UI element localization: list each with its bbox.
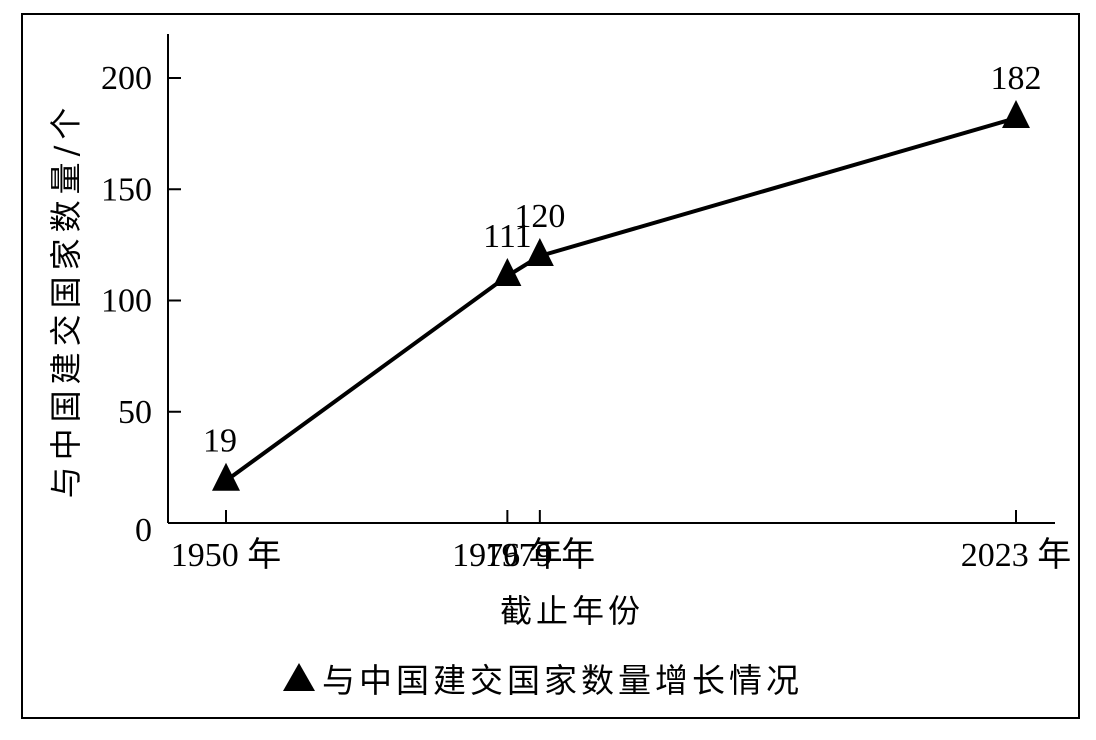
series-polyline	[224, 116, 1017, 483]
data-point-triangle	[1002, 100, 1030, 129]
x-axis-title: 截止年份	[500, 592, 644, 630]
y-axis-title: 与中国建交国家数量/个	[47, 102, 85, 499]
x-tick-label: 1950 年	[171, 536, 282, 574]
y-tick-label: 150	[101, 171, 152, 208]
data-point-triangle	[525, 238, 554, 266]
x-tick-label: 2023 年	[961, 536, 1072, 574]
y-axis: 0 50 100 150 200	[101, 34, 181, 549]
data-label: 120	[514, 198, 565, 235]
chart-frame	[21, 13, 1080, 719]
data-label: 19	[203, 423, 237, 460]
legend: 与中国建交国家数量增长情况	[283, 661, 803, 700]
data-label: 111	[483, 218, 531, 255]
x-tick-label: 1979 年	[485, 536, 596, 574]
y-tick-label: 0	[135, 512, 152, 549]
data-label: 182	[991, 60, 1042, 97]
legend-label: 与中国建交国家数量增长情况	[322, 661, 803, 700]
x-tick-label: 1976 年	[452, 536, 563, 574]
y-tick-label: 200	[101, 60, 152, 97]
y-tick-label: 50	[118, 394, 152, 431]
legend-triangle-marker	[283, 663, 315, 691]
data-point-triangle	[212, 462, 240, 491]
series-line	[212, 100, 1030, 491]
data-point-triangle	[493, 258, 522, 287]
y-tick-label: 100	[101, 283, 152, 320]
